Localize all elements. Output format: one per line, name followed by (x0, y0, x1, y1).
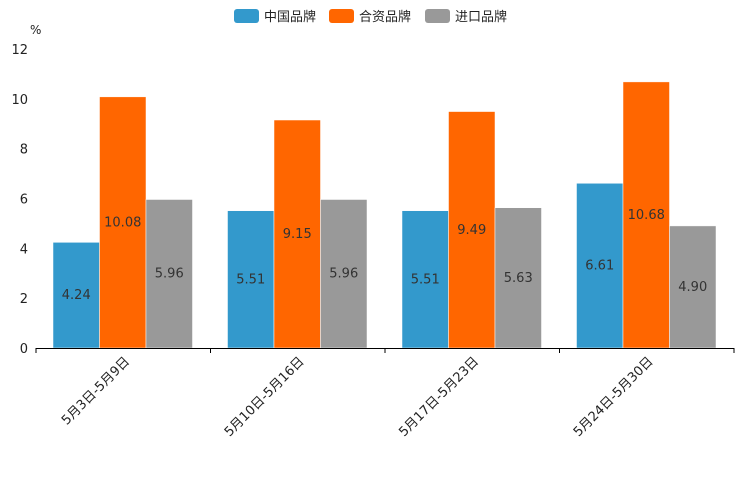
y-axis: 0 2 4 6 8 10 12 (11, 43, 28, 357)
data-labels-group: 4.24 10.08 5.96 5.51 9.15 5.96 5.51 9.49 5.63 6.6… (62, 208, 707, 303)
legend: 中国品牌 合资品牌 进口品牌 (234, 9, 507, 25)
y-tick-label: 10 (11, 93, 28, 108)
x-category-label: 5月3日-5月9日 (59, 354, 133, 428)
bar-1-4 (576, 183, 624, 349)
legend-label-3[interactable]: 进口品牌 (455, 9, 507, 25)
x-axis: 5月3日-5月9日 5月10日-5月16日 5月17日-5月23日 5月24日-5月3… (35, 348, 735, 440)
data-label: 9.49 (457, 223, 486, 238)
legend-swatch-1[interactable] (234, 9, 259, 23)
data-label: 5.96 (329, 267, 358, 282)
x-category-label: 5月10日-5月16日 (222, 354, 308, 440)
bar-2-1 (99, 96, 147, 349)
data-label: 5.63 (504, 271, 533, 286)
data-label: 4.24 (62, 288, 91, 303)
legend-label-1[interactable]: 中国品牌 (264, 9, 316, 25)
data-label: 5.96 (155, 267, 184, 282)
bar-2-2 (273, 119, 321, 349)
y-tick-label: 4 (20, 242, 28, 257)
bar-1-1 (52, 242, 100, 349)
bar-3-4 (669, 225, 717, 349)
bar-3-1 (145, 199, 193, 349)
data-label: 5.51 (411, 272, 440, 287)
data-label: 10.08 (104, 215, 141, 230)
data-label: 10.68 (628, 208, 665, 223)
y-tick-label: 6 (20, 193, 28, 208)
y-axis-unit-label: % (30, 23, 41, 37)
y-tick-label: 12 (11, 43, 28, 58)
legend-swatch-2[interactable] (329, 9, 354, 23)
x-category-label: 5月24日-5月30日 (571, 354, 657, 440)
bars-group (52, 81, 717, 349)
y-tick-label: 0 (20, 342, 28, 357)
y-tick-label: 8 (20, 143, 28, 158)
data-label: 6.61 (585, 259, 614, 274)
data-label: 9.15 (283, 227, 312, 242)
x-category-label: 5月17日-5月23日 (396, 354, 482, 440)
bar-1-2 (227, 210, 275, 349)
y-tick-label: 2 (20, 292, 28, 307)
bar-3-2 (320, 199, 368, 349)
data-label: 5.51 (236, 272, 265, 287)
legend-label-2[interactable]: 合资品牌 (359, 9, 411, 25)
legend-swatch-3[interactable] (425, 9, 450, 23)
bar-2-3 (448, 111, 496, 349)
data-label: 4.90 (678, 280, 707, 295)
bar-2-4 (622, 81, 670, 349)
